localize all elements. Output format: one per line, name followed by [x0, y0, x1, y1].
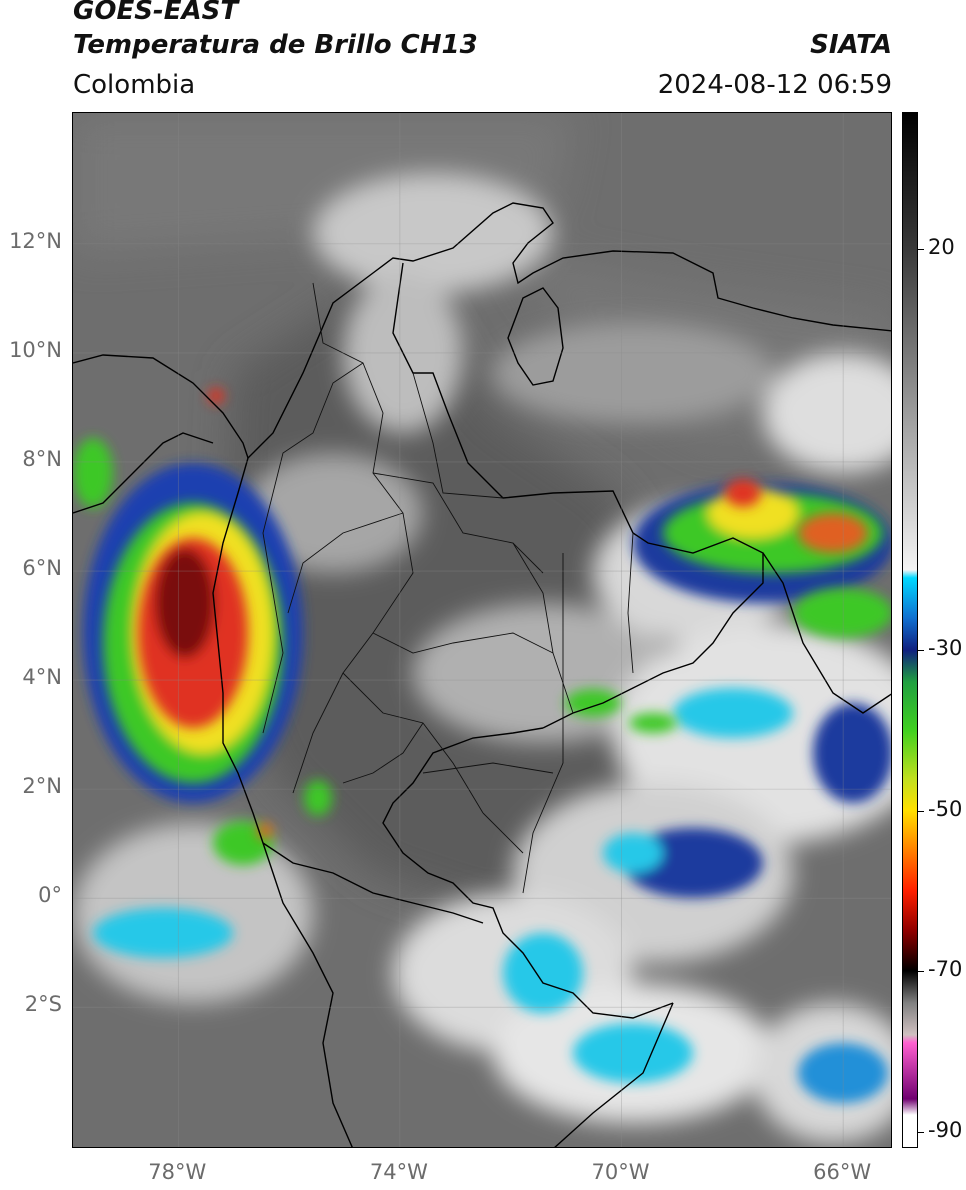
colombia-venezuela-border [392, 262, 764, 729]
title-satellite: GOES-EAST [73, 0, 239, 26]
lat-tick-label: 2°N [22, 774, 62, 799]
colorbar-tick-mark [918, 650, 924, 652]
peru-brazil-border [554, 1002, 674, 1147]
colorbar-tick-label: -30 [928, 636, 963, 661]
colorbar [902, 112, 918, 1148]
satellite-map[interactable] [72, 112, 892, 1148]
lat-tick-label: 4°N [22, 665, 62, 690]
colorbar-tick-label: 20 [928, 234, 955, 259]
graticule [73, 113, 891, 1147]
colombia-brazil-border [382, 727, 674, 1019]
panama-south [73, 432, 214, 514]
lat-tick-label: 8°N [22, 446, 62, 471]
venezuela-brazil-border [762, 552, 891, 714]
lat-tick-label: 0° [38, 883, 62, 908]
lon-tick-label: 70°W [591, 1160, 650, 1184]
lat-tick-label: 6°N [22, 556, 62, 581]
department-borders [262, 282, 634, 894]
convection-red-core [138, 388, 868, 839]
colorbar-tick-mark [918, 248, 924, 250]
lat-tick-label: 2°S [24, 992, 62, 1017]
caribbean-coast [73, 202, 891, 460]
agency-label: SIATA [810, 30, 892, 60]
colorbar-tick-mark [918, 810, 924, 812]
datetime-label: 2024-08-12 06:59 [657, 70, 892, 100]
lat-tick-label: 10°N [9, 337, 62, 362]
lake-maracaibo [507, 287, 564, 386]
lon-tick-label: 74°W [369, 1160, 428, 1184]
colorbar-tick-label: -90 [928, 1117, 963, 1142]
region-label: Colombia [73, 70, 196, 100]
lon-tick-label: 66°W [813, 1160, 872, 1184]
lat-tick-label: 12°N [9, 228, 62, 253]
colombia-ecuador-peru-border [262, 842, 484, 924]
pacific-coast [212, 457, 353, 1147]
colorbar-tick-label: -70 [928, 957, 963, 982]
colorbar-tick-mark [918, 1131, 924, 1133]
title-product: Temperatura de Brillo CH13 [73, 30, 478, 60]
colorbar-tick-label: -50 [928, 796, 963, 821]
colorbar-tick-mark [918, 971, 924, 973]
lon-tick-label: 78°W [148, 1160, 207, 1184]
coastlines-and-borders [73, 202, 891, 1147]
